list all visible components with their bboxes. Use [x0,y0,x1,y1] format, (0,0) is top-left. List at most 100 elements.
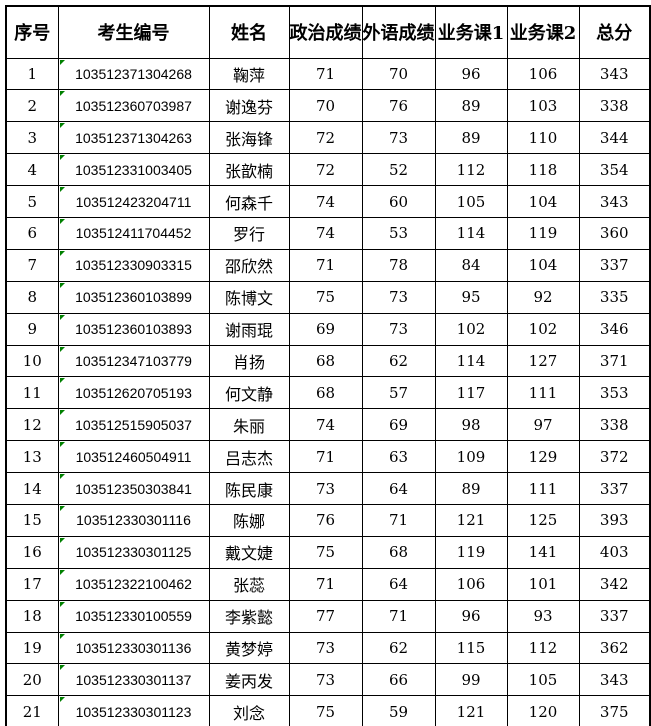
cell-course1-score[interactable]: 95 [434,280,508,314]
cell-foreign-score[interactable]: 62 [361,631,436,665]
header-name[interactable]: 姓名 [208,5,290,59]
cell-course2-score[interactable]: 125 [506,503,580,537]
cell-foreign-score[interactable]: 64 [361,567,436,601]
cell-candidate-id[interactable]: 103512460504911 [57,440,210,474]
cell-course1-score[interactable]: 112 [434,153,508,187]
cell-name[interactable]: 陈娜 [208,503,290,537]
cell-total-score[interactable]: 337 [578,599,651,633]
cell-politics-score[interactable]: 75 [288,535,363,569]
cell-candidate-id[interactable]: 103512347103779 [57,344,210,378]
cell-total-score[interactable]: 360 [578,216,651,250]
cell-name[interactable]: 朱丽 [208,408,290,442]
cell-course1-score[interactable]: 84 [434,248,508,282]
cell-course1-score[interactable]: 114 [434,344,508,378]
cell-seq[interactable]: 11 [5,376,59,410]
cell-course2-score[interactable]: 102 [506,312,580,346]
cell-seq[interactable]: 6 [5,216,59,250]
cell-politics-score[interactable]: 68 [288,376,363,410]
cell-seq[interactable]: 3 [5,121,59,155]
cell-politics-score[interactable]: 72 [288,153,363,187]
cell-foreign-score[interactable]: 71 [361,503,436,537]
cell-course2-score[interactable]: 118 [506,153,580,187]
header-foreign[interactable]: 外语成绩 [361,5,436,59]
cell-politics-score[interactable]: 70 [288,89,363,123]
cell-politics-score[interactable]: 74 [288,408,363,442]
cell-course1-score[interactable]: 102 [434,312,508,346]
cell-seq[interactable]: 20 [5,663,59,697]
cell-foreign-score[interactable]: 64 [361,472,436,505]
cell-course1-score[interactable]: 109 [434,440,508,474]
cell-foreign-score[interactable]: 68 [361,535,436,569]
cell-course2-score[interactable]: 104 [506,185,580,218]
cell-politics-score[interactable]: 77 [288,599,363,633]
cell-total-score[interactable]: 372 [578,440,651,474]
cell-name[interactable]: 张海锋 [208,121,290,155]
cell-politics-score[interactable]: 71 [288,248,363,282]
cell-name[interactable]: 罗行 [208,216,290,250]
cell-name[interactable]: 陈民康 [208,472,290,505]
cell-foreign-score[interactable]: 73 [361,121,436,155]
cell-course1-score[interactable]: 119 [434,535,508,569]
cell-seq[interactable]: 18 [5,599,59,633]
cell-name[interactable]: 邵欣然 [208,248,290,282]
cell-politics-score[interactable]: 69 [288,312,363,346]
cell-course1-score[interactable]: 89 [434,121,508,155]
cell-candidate-id[interactable]: 103512331003405 [57,153,210,187]
cell-course1-score[interactable]: 98 [434,408,508,442]
cell-seq[interactable]: 7 [5,248,59,282]
cell-course2-score[interactable]: 141 [506,535,580,569]
cell-foreign-score[interactable]: 66 [361,663,436,697]
cell-seq[interactable]: 21 [5,695,59,726]
cell-course2-score[interactable]: 110 [506,121,580,155]
cell-course1-score[interactable]: 96 [434,599,508,633]
cell-course1-score[interactable]: 89 [434,472,508,505]
cell-politics-score[interactable]: 73 [288,472,363,505]
cell-seq[interactable]: 19 [5,631,59,665]
cell-seq[interactable]: 4 [5,153,59,187]
cell-name[interactable]: 谢雨琨 [208,312,290,346]
cell-name[interactable]: 姜丙发 [208,663,290,697]
cell-total-score[interactable]: 338 [578,89,651,123]
cell-course1-score[interactable]: 115 [434,631,508,665]
cell-foreign-score[interactable]: 76 [361,89,436,123]
cell-politics-score[interactable]: 71 [288,57,363,91]
cell-name[interactable]: 何文静 [208,376,290,410]
cell-course2-score[interactable]: 93 [506,599,580,633]
cell-candidate-id[interactable]: 103512411704452 [57,216,210,250]
cell-total-score[interactable]: 375 [578,695,651,726]
cell-total-score[interactable]: 337 [578,472,651,505]
cell-politics-score[interactable]: 71 [288,567,363,601]
cell-candidate-id[interactable]: 103512330301137 [57,663,210,697]
cell-name[interactable]: 张蕊 [208,567,290,601]
cell-total-score[interactable]: 343 [578,57,651,91]
cell-total-score[interactable]: 338 [578,408,651,442]
cell-total-score[interactable]: 362 [578,631,651,665]
cell-seq[interactable]: 8 [5,280,59,314]
cell-name[interactable]: 谢逸芬 [208,89,290,123]
cell-politics-score[interactable]: 68 [288,344,363,378]
cell-total-score[interactable]: 354 [578,153,651,187]
cell-total-score[interactable]: 403 [578,535,651,569]
cell-candidate-id[interactable]: 103512330301123 [57,695,210,726]
cell-course1-score[interactable]: 89 [434,89,508,123]
header-candidate-id[interactable]: 考生编号 [57,5,210,59]
cell-candidate-id[interactable]: 103512330903315 [57,248,210,282]
cell-course2-score[interactable]: 111 [506,376,580,410]
cell-politics-score[interactable]: 74 [288,216,363,250]
cell-course2-score[interactable]: 101 [506,567,580,601]
cell-foreign-score[interactable]: 63 [361,440,436,474]
cell-seq[interactable]: 15 [5,503,59,537]
header-course1[interactable]: 业务课1 [434,5,508,59]
cell-candidate-id[interactable]: 103512360703987 [57,89,210,123]
cell-foreign-score[interactable]: 73 [361,280,436,314]
cell-seq[interactable]: 10 [5,344,59,378]
cell-course2-score[interactable]: 104 [506,248,580,282]
cell-course2-score[interactable]: 105 [506,663,580,697]
header-seq[interactable]: 序号 [5,5,59,59]
cell-course2-score[interactable]: 127 [506,344,580,378]
header-total[interactable]: 总分 [578,5,651,59]
cell-course1-score[interactable]: 106 [434,567,508,601]
cell-total-score[interactable]: 337 [578,248,651,282]
cell-course2-score[interactable]: 111 [506,472,580,505]
cell-name[interactable]: 陈博文 [208,280,290,314]
